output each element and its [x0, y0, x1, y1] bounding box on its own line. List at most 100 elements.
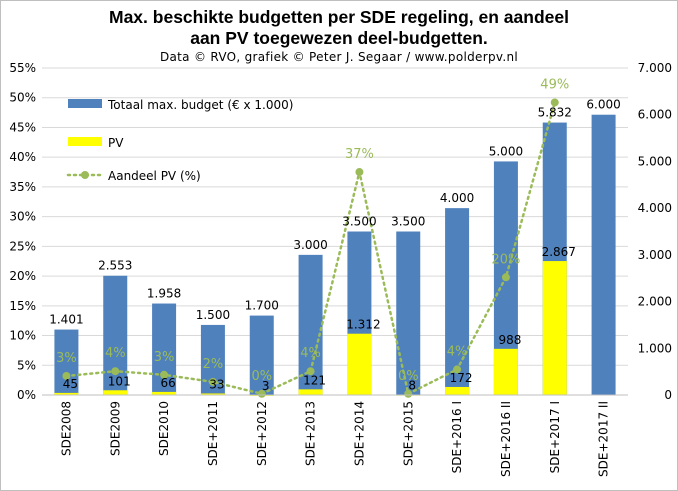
bar-pv-label: 1.312 — [346, 318, 380, 332]
bar-total-budget-label: 5.832 — [538, 106, 572, 120]
legend-swatch-pv — [68, 137, 102, 146]
bar-pv-label: 33 — [209, 377, 224, 391]
bar-pv — [103, 390, 128, 395]
left-axis-tick-label: 45% — [9, 120, 36, 134]
legend-label-pv: PV — [108, 136, 124, 150]
left-axis-tick-label: 0% — [17, 388, 36, 402]
x-axis-category-label: SDE+2011 — [206, 401, 220, 466]
chart-title: Max. beschikte budgetten per SDE regelin… — [0, 7, 678, 49]
point-pv-share — [355, 168, 364, 177]
point-pv-share — [453, 365, 462, 374]
x-axis-category-label: SDE2009 — [108, 401, 122, 456]
x-axis-category-label: SDE2010 — [157, 401, 171, 456]
point-pv-share-label: 4% — [105, 346, 126, 361]
bar-pv-label: 45 — [63, 377, 78, 391]
bar-pv — [347, 333, 372, 395]
bar-pv-label: 101 — [108, 374, 131, 388]
x-axis-category-label: SDE+2017 I — [548, 401, 562, 473]
point-pv-share — [501, 273, 510, 282]
bar-pv-label: 3 — [262, 379, 270, 393]
right-axis-tick-label: 3.000 — [638, 248, 672, 262]
left-axis-tick-label: 50% — [9, 91, 36, 105]
point-pv-share-label: 37% — [345, 147, 374, 162]
bar-total-budget — [54, 329, 79, 395]
x-axis-category-label: SDE+2013 — [304, 401, 318, 466]
bar-total-budget-label: 1.401 — [49, 313, 83, 327]
bar-total-budget-label: 3.500 — [342, 215, 376, 229]
legend-swatch-pv-share-marker — [81, 171, 89, 179]
bar-total-budget-label: 5.000 — [489, 144, 523, 158]
left-axis-tick-label: 30% — [9, 210, 36, 224]
bar-pv-label: 988 — [498, 333, 521, 347]
left-axis-tick-label: 10% — [9, 329, 36, 343]
label-layer: 1.401 45 2.553 101 1.958 66 1.500 33 1.700 3 3.000… — [49, 77, 621, 392]
x-axis-category-label: SDE+2012 — [255, 401, 269, 466]
bar-total-budget-label: 1.958 — [147, 287, 181, 301]
bar-pv — [298, 389, 323, 395]
bar-total-budget-label: 3.000 — [293, 238, 327, 252]
bar-pv — [445, 386, 470, 395]
point-pv-share-label: 49% — [540, 77, 569, 92]
right-axis-tick-label: 1.000 — [638, 341, 672, 355]
right-axis-tick-label: 0 — [664, 388, 672, 402]
x-axis-category-label: SDE+2016 I — [450, 401, 464, 473]
bar-pv — [54, 392, 79, 395]
point-pv-share-label: 4% — [300, 346, 321, 361]
chart-title-line-1: Max. beschikte budgetten per SDE regelin… — [109, 7, 569, 27]
bar-pv-label: 121 — [303, 373, 326, 387]
left-axis-tick-label: 35% — [9, 180, 36, 194]
bar-pv-label: 8 — [408, 379, 416, 393]
bar-pv — [493, 348, 518, 395]
point-pv-share-label: 3% — [56, 351, 77, 366]
bar-total-budget — [396, 231, 421, 395]
x-axis-category-label: SDE2008 — [59, 401, 73, 456]
left-axis-tick-label: 55% — [9, 61, 36, 75]
point-pv-share — [160, 370, 169, 379]
x-axis-category-label: SDE+2016 II — [499, 401, 513, 477]
x-axis-category-label: SDE+2015 — [401, 401, 415, 466]
point-pv-share-label: 20% — [491, 252, 520, 267]
point-pv-share-label: 4% — [447, 344, 468, 359]
bar-pv — [152, 391, 177, 395]
point-pv-share — [404, 389, 413, 398]
bar-total-budget-label: 2.553 — [98, 259, 132, 273]
point-pv-share — [306, 367, 315, 376]
point-pv-share — [257, 389, 266, 398]
bar-total-budget-label: 4.000 — [440, 191, 474, 205]
line-layer — [62, 98, 559, 398]
bar-total-budget-label: 1.700 — [245, 299, 279, 313]
x-axis-category-label: SDE+2014 — [352, 401, 366, 466]
point-pv-share-label: 3% — [154, 350, 175, 365]
right-axis-tick-label: 5.000 — [638, 154, 672, 168]
bar-pv-label: 172 — [450, 371, 473, 385]
bar-total-budget-label: 3.500 — [391, 215, 425, 229]
right-axis-tick-label: 4.000 — [638, 201, 672, 215]
x-axis-category-label: SDE+2017 II — [597, 401, 611, 477]
point-pv-share — [550, 98, 559, 107]
right-axis-tick-label: 6.000 — [638, 108, 672, 122]
point-pv-share — [111, 367, 120, 376]
point-pv-share-label: 0% — [251, 369, 272, 384]
bar-total-budget — [445, 208, 470, 395]
bar-total-budget — [591, 114, 616, 395]
bar-pv-label: 2.867 — [542, 245, 576, 259]
bar-pv-label: 66 — [160, 376, 175, 390]
left-axis-tick-label: 5% — [17, 358, 36, 372]
legend-swatch-total-budget — [68, 99, 102, 108]
left-axis-tick-label: 25% — [9, 239, 36, 253]
left-axis-tick-label: 40% — [9, 150, 36, 164]
bar-pv — [200, 393, 225, 395]
legend-label-pv-share: Aandeel PV (%) — [108, 169, 201, 183]
chart-subtitle: Data © RVO, grafiek © Peter J. Segaar / … — [159, 50, 518, 64]
axis-layer: 0%5%10%15%20%25%30%35%40%45%50%55%01.000… — [9, 61, 672, 477]
bar-total-budget-label: 6.000 — [586, 98, 620, 112]
right-axis-tick-label: 7.000 — [638, 61, 672, 75]
bar-total-budget — [152, 303, 177, 395]
point-pv-share-label: 2% — [203, 357, 224, 372]
left-axis-tick-label: 15% — [9, 299, 36, 313]
left-axis-tick-label: 20% — [9, 269, 36, 283]
chart-title-line-2: aan PV toegewezen deel-budgetten. — [190, 28, 488, 48]
point-pv-share — [208, 377, 217, 386]
point-pv-share — [62, 371, 71, 380]
